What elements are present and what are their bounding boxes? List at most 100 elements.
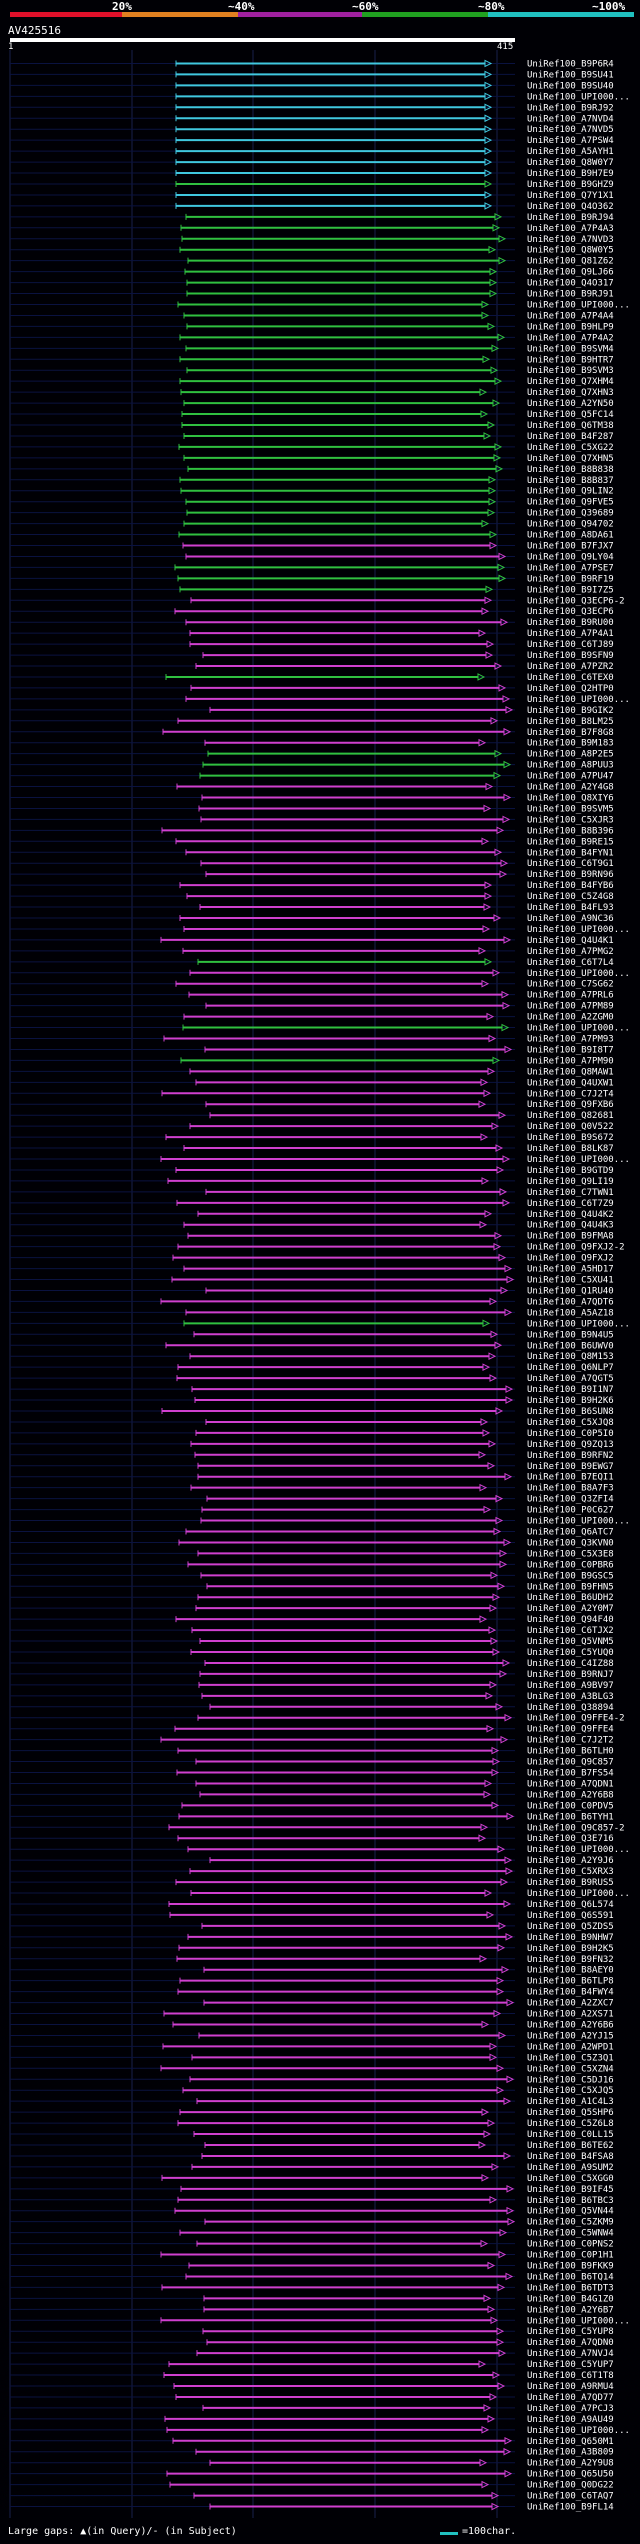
hit-label[interactable]: UniRef100_C5Z3Q1 xyxy=(527,2053,614,2063)
hit-label[interactable]: UniRef100_Q9C857 xyxy=(527,1758,614,1768)
hit-label[interactable]: UniRef100_C4IZ88 xyxy=(527,1659,614,1669)
hit-label[interactable]: UniRef100_Q9FXB6 xyxy=(527,1100,614,1110)
hit-label[interactable]: UniRef100_C5XJR3 xyxy=(527,815,614,825)
hit-label[interactable]: UniRef100_B9RU00 xyxy=(527,618,614,628)
hit-label[interactable]: UniRef100_B9GSC5 xyxy=(527,1571,614,1581)
hit-label[interactable]: UniRef100_C5XJQ5 xyxy=(527,2086,614,2096)
hit-label[interactable]: UniRef100_B4FWY4 xyxy=(527,1988,614,1998)
hit-label[interactable]: UniRef100_A9NC36 xyxy=(527,914,614,924)
hit-label[interactable]: UniRef100_Q4U4K2 xyxy=(527,1210,614,1220)
hit-label[interactable]: UniRef100_A2Y4G8 xyxy=(527,783,614,793)
hit-label[interactable]: UniRef100_A7NVD4 xyxy=(527,114,614,124)
hit-label[interactable]: UniRef100_C5XGG0 xyxy=(527,2174,614,2184)
hit-label[interactable]: UniRef100_A7PRL6 xyxy=(527,991,614,1001)
hit-label[interactable]: UniRef100_A9SUM2 xyxy=(527,2163,614,2173)
hit-label[interactable]: UniRef100_Q6L574 xyxy=(527,1900,614,1910)
hit-label[interactable]: UniRef100_Q1RU40 xyxy=(527,1286,614,1296)
hit-label[interactable]: UniRef100_A2ZXC7 xyxy=(527,1999,614,2009)
hit-label[interactable]: UniRef100_B9SVM5 xyxy=(527,804,614,814)
hit-label[interactable]: UniRef100_C0LL15 xyxy=(527,2130,614,2140)
hit-label[interactable]: UniRef100_Q9FVE5 xyxy=(527,498,614,508)
hit-label[interactable]: UniRef100_A2ZGM0 xyxy=(527,1013,614,1023)
hit-label[interactable]: UniRef100_B8B838 xyxy=(527,465,614,475)
hit-label[interactable]: UniRef100_A7P4A2 xyxy=(527,333,614,343)
hit-label[interactable]: UniRef100_C5DJ16 xyxy=(527,2075,614,2085)
hit-label[interactable]: UniRef100_Q5ZDS5 xyxy=(527,1922,614,1932)
hit-label[interactable]: UniRef100_Q39689 xyxy=(527,509,614,519)
hit-label[interactable]: UniRef100_Q8MAW1 xyxy=(527,1067,614,1077)
hit-label[interactable]: UniRef100_A7PMG2 xyxy=(527,947,614,957)
hit-label[interactable]: UniRef100_B8B837 xyxy=(527,476,614,486)
hit-label[interactable]: UniRef100_C7J2T4 xyxy=(527,1089,614,1099)
hit-label[interactable]: UniRef100_B9IF45 xyxy=(527,2185,614,2195)
hit-label[interactable]: UniRef100_Q4U4K3 xyxy=(527,1221,614,1231)
hit-label[interactable]: UniRef100_Q82681 xyxy=(527,1111,614,1121)
hit-label[interactable]: UniRef100_A8DA61 xyxy=(527,531,614,541)
hit-label[interactable]: UniRef100_B9HTR7 xyxy=(527,355,614,365)
hit-label[interactable]: UniRef100_UPI000... xyxy=(527,1517,630,1527)
hit-label[interactable]: UniRef100_B9S672 xyxy=(527,1133,614,1143)
hit-label[interactable]: UniRef100_A3B809 xyxy=(527,2448,614,2458)
hit-label[interactable]: UniRef100_UPI000... xyxy=(527,2316,630,2326)
hit-label[interactable]: UniRef100_Q81Z62 xyxy=(527,257,614,267)
hit-label[interactable]: UniRef100_Q8M153 xyxy=(527,1352,614,1362)
hit-label[interactable]: UniRef100_Q650M1 xyxy=(527,2437,614,2447)
hit-label[interactable]: UniRef100_A9BV97 xyxy=(527,1681,614,1691)
hit-label[interactable]: UniRef100_A7PM89 xyxy=(527,1002,614,1012)
hit-label[interactable]: UniRef100_A2XS71 xyxy=(527,2010,614,2020)
hit-label[interactable]: UniRef100_B9GIK2 xyxy=(527,706,614,716)
hit-label[interactable]: UniRef100_A7NVJ4 xyxy=(527,2349,614,2359)
hit-label[interactable]: UniRef100_B9RE15 xyxy=(527,837,614,847)
hit-label[interactable]: UniRef100_C7SG62 xyxy=(527,980,614,990)
hit-label[interactable]: UniRef100_A7PU47 xyxy=(527,772,614,782)
hit-label[interactable]: UniRef100_UPI000... xyxy=(527,1024,630,1034)
hit-label[interactable]: UniRef100_C6TAQ7 xyxy=(527,2492,614,2502)
hit-label[interactable]: UniRef100_A2Y9J6 xyxy=(527,1856,614,1866)
hit-label[interactable]: UniRef100_B9RJ94 xyxy=(527,213,614,223)
hit-label[interactable]: UniRef100_A7P4A1 xyxy=(527,629,614,639)
hit-label[interactable]: UniRef100_A7QGT5 xyxy=(527,1374,614,1384)
hit-label[interactable]: UniRef100_Q2HTP0 xyxy=(527,684,614,694)
hit-label[interactable]: UniRef100_C5WNW4 xyxy=(527,2229,614,2239)
hit-label[interactable]: UniRef100_A2Y9U8 xyxy=(527,2459,614,2469)
hit-label[interactable]: UniRef100_B9RF19 xyxy=(527,574,614,584)
hit-label[interactable]: UniRef100_Q4UXW1 xyxy=(527,1078,614,1088)
hit-label[interactable]: UniRef100_Q3ECP6-2 xyxy=(527,596,625,606)
hit-label[interactable]: UniRef100_UPI000... xyxy=(527,92,630,102)
hit-label[interactable]: UniRef100_Q65U50 xyxy=(527,2470,614,2480)
hit-label[interactable]: UniRef100_B6TBC3 xyxy=(527,2196,614,2206)
hit-label[interactable]: UniRef100_B9SU40 xyxy=(527,81,614,91)
hit-label[interactable]: UniRef100_UPI000... xyxy=(527,1889,630,1899)
hit-label[interactable]: UniRef100_Q3KVN0 xyxy=(527,1538,614,1548)
hit-label[interactable]: UniRef100_UPI000... xyxy=(527,2426,630,2436)
hit-label[interactable]: UniRef100_C5XG22 xyxy=(527,443,614,453)
hit-label[interactable]: UniRef100_B9FMA8 xyxy=(527,1232,614,1242)
hit-label[interactable]: UniRef100_A7P4A3 xyxy=(527,224,614,234)
hit-label[interactable]: UniRef100_B6UWV0 xyxy=(527,1341,614,1351)
hit-label[interactable]: UniRef100_Q9ZQ13 xyxy=(527,1440,614,1450)
hit-label[interactable]: UniRef100_B9H7E9 xyxy=(527,169,614,179)
hit-label[interactable]: UniRef100_Q9LJ66 xyxy=(527,268,614,278)
hit-label[interactable]: UniRef100_B9H2K6 xyxy=(527,1396,614,1406)
hit-label[interactable]: UniRef100_B6TYH1 xyxy=(527,1812,614,1822)
hit-label[interactable]: UniRef100_A2Y6B6 xyxy=(527,2020,614,2030)
hit-label[interactable]: UniRef100_Q3E716 xyxy=(527,1834,614,1844)
hit-label[interactable]: UniRef100_B8B396 xyxy=(527,826,614,836)
hit-label[interactable]: UniRef100_A7PSW4 xyxy=(527,136,614,146)
hit-label[interactable]: UniRef100_Q9LI19 xyxy=(527,1177,614,1187)
hit-label[interactable]: UniRef100_C5Z4G8 xyxy=(527,892,614,902)
hit-label[interactable]: UniRef100_A5HD17 xyxy=(527,1265,614,1275)
hit-label[interactable]: UniRef100_Q94F40 xyxy=(527,1615,614,1625)
hit-label[interactable]: UniRef100_B9P6R4 xyxy=(527,59,614,69)
hit-label[interactable]: UniRef100_B9RJ92 xyxy=(527,103,614,113)
hit-label[interactable]: UniRef100_C5ZKM9 xyxy=(527,2218,614,2228)
hit-label[interactable]: UniRef100_A2Y6B7 xyxy=(527,2305,614,2315)
hit-label[interactable]: UniRef100_B7FS54 xyxy=(527,1769,614,1779)
hit-label[interactable]: UniRef100_Q7Y1X1 xyxy=(527,191,614,201)
hit-label[interactable]: UniRef100_B9GHZ9 xyxy=(527,180,614,190)
hit-label[interactable]: UniRef100_B9FN32 xyxy=(527,1955,614,1965)
hit-label[interactable]: UniRef100_Q6TM38 xyxy=(527,421,614,431)
hit-label[interactable]: UniRef100_A9AU49 xyxy=(527,2415,614,2425)
hit-label[interactable]: UniRef100_B9RJ91 xyxy=(527,290,614,300)
hit-label[interactable]: UniRef100_A2YJ15 xyxy=(527,2031,614,2041)
